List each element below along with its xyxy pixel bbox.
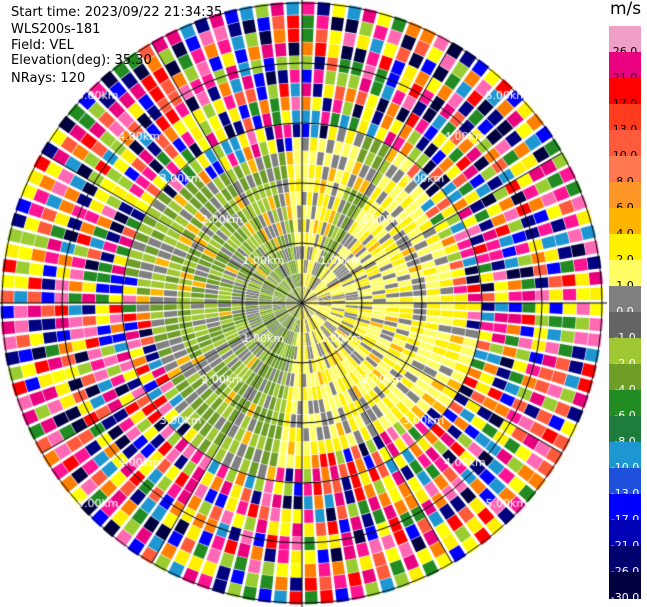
- nrays-label: NRays: 120: [11, 71, 86, 86]
- colorbar-swatch: [609, 182, 641, 209]
- start-time-label: Start time: 2023/09/22 21:34:35: [11, 5, 223, 20]
- colorbar-swatch: [609, 26, 641, 53]
- colorbar-swatch: [609, 364, 641, 391]
- colorbar-swatch: [609, 442, 641, 469]
- colorbar-swatch: [609, 130, 641, 157]
- colorbar-swatch: [609, 390, 641, 417]
- colorbar-swatch: [609, 468, 641, 495]
- colorbar-swatch: [609, 260, 641, 287]
- colorbar-swatch: [609, 520, 641, 547]
- colorbar-swatch: [609, 104, 641, 131]
- colorbar-swatch: [609, 286, 641, 313]
- colorbar-swatch: [609, 312, 641, 339]
- colorbar-swatch: [609, 416, 641, 443]
- colorbar-tick-label: -30.0: [610, 591, 640, 604]
- colorbar-swatch: [609, 572, 641, 599]
- colorbar-swatch: [609, 156, 641, 183]
- colorbar-swatch: [609, 234, 641, 261]
- ppi-velocity-plot: [0, 0, 607, 607]
- colorbar-swatch: [609, 208, 641, 235]
- colorbar-unit: m/s: [610, 0, 642, 19]
- elevation-label: Elevation(deg): 35.30: [11, 53, 152, 68]
- colorbar-swatch: [609, 78, 641, 105]
- colorbar-swatch: [609, 546, 641, 573]
- colorbar-swatch: [609, 494, 641, 521]
- colorbar-swatch: [609, 338, 641, 365]
- colorbar: 26.021.017.013.010.08.06.04.02.01.00.0-1…: [609, 26, 641, 604]
- field-label: Field: VEL: [11, 38, 74, 53]
- colorbar-swatch: [609, 52, 641, 79]
- device-label: WLS200s-181: [11, 22, 101, 37]
